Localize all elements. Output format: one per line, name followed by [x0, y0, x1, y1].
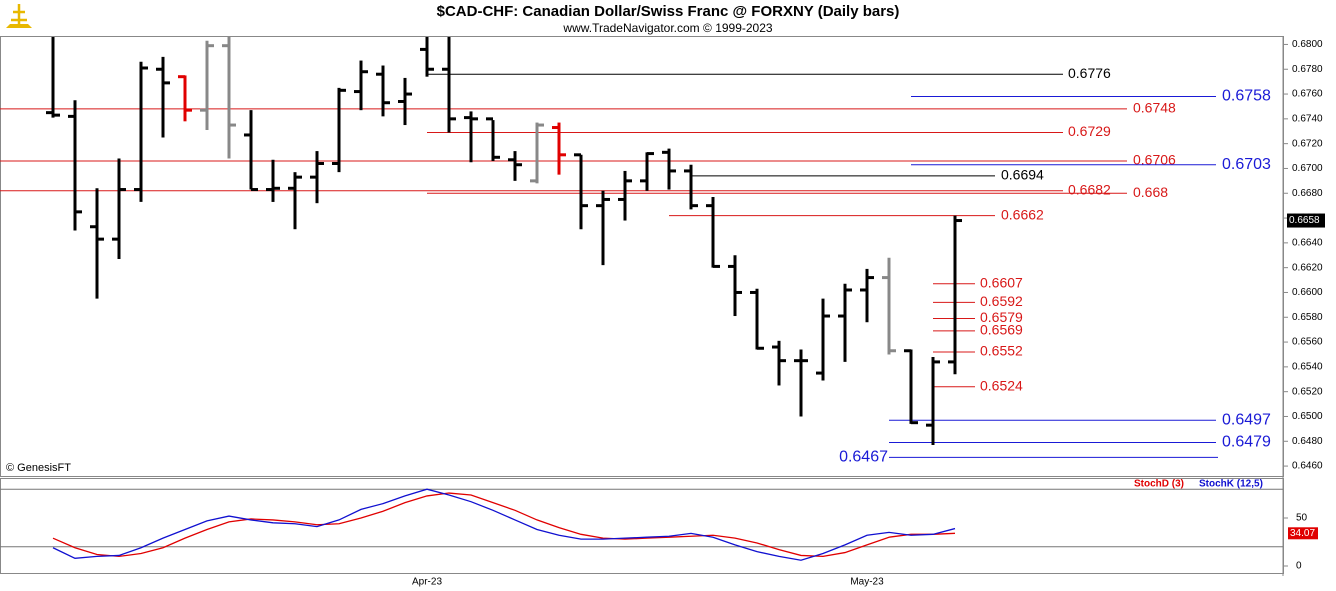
y-tick-label: 0.6740 [1292, 113, 1323, 124]
price-bar [266, 159, 280, 202]
price-bar [706, 196, 720, 268]
legend-entry: StochD (3) [1134, 479, 1184, 490]
y-tick-label: 0.6720 [1292, 138, 1323, 149]
y-tick-label: 0.6580 [1292, 312, 1323, 323]
y-tick-label: 0.6640 [1292, 237, 1323, 248]
level-label: 0.6682 [1068, 181, 1111, 197]
price-bar [574, 153, 588, 230]
price-bar [530, 122, 544, 184]
y-tick-label: 0.6600 [1292, 287, 1323, 298]
y-tick-label: 0.6560 [1292, 337, 1323, 348]
y-tick-label: 0.6500 [1292, 411, 1323, 422]
price-bar [156, 56, 170, 138]
y-tick-label: 0.6480 [1292, 436, 1323, 447]
level-label: 0.6776 [1068, 65, 1111, 81]
price-bar [882, 257, 896, 355]
y-tick-label: 0.6620 [1292, 262, 1323, 273]
stoch-line [52, 488, 956, 561]
price-bar [618, 170, 632, 221]
price-bar [838, 283, 852, 362]
price-bar [486, 117, 500, 162]
value-tag [1288, 527, 1318, 540]
level-label: 0.6607 [980, 274, 1023, 290]
logo [6, 4, 32, 28]
y-tick-label: 0.6760 [1292, 89, 1323, 100]
price-bar [640, 152, 654, 191]
price-bar [310, 151, 324, 204]
y-tick-label: 0.6540 [1292, 362, 1323, 373]
price-bar [442, 37, 456, 133]
price-bar [794, 349, 808, 417]
header [0, 0, 1336, 36]
level-label: 0.6579 [980, 309, 1023, 325]
x-tick-label: May-23 [850, 577, 884, 588]
price-bar [860, 268, 874, 323]
level-label: 0.6479 [1222, 434, 1271, 451]
price-bar [288, 172, 302, 230]
level-label: 0.6662 [1001, 206, 1044, 222]
price-bar [508, 151, 522, 181]
level-label: 0.6703 [1222, 156, 1271, 173]
price-bar [354, 60, 368, 111]
price-bar [728, 255, 742, 317]
price-bar [244, 110, 258, 192]
price-bar [904, 349, 918, 425]
level-label: 0.6569 [980, 322, 1023, 338]
price-bar [772, 340, 786, 386]
price-bar [68, 100, 82, 231]
legend-entry: StochK (12,5) [1199, 479, 1263, 490]
level-label: 0.6592 [980, 293, 1023, 309]
value-tag-label: 34.07 [1290, 528, 1315, 539]
y-tick-label: 0 [1296, 561, 1302, 572]
level-label: 0.6497 [1222, 411, 1271, 428]
price-bar [420, 37, 434, 77]
level-label: 0.6524 [980, 377, 1023, 393]
price-tag-label: 0.6658 [1289, 215, 1320, 226]
level-label: 0.6706 [1133, 152, 1176, 168]
price-bar [926, 356, 940, 445]
price-bar [750, 288, 764, 350]
price-bar [112, 158, 126, 259]
credit: © GenesisFT [6, 462, 71, 474]
price-bar [376, 65, 390, 117]
price-bar [332, 87, 346, 173]
price-bar [46, 37, 60, 118]
level-label: 0.668 [1133, 184, 1168, 200]
y-tick-label: 0.6460 [1292, 461, 1323, 472]
price-bar [398, 77, 412, 126]
price-bar [816, 298, 830, 381]
price-bar [464, 111, 478, 163]
price-bar [222, 37, 236, 159]
y-tick-label: 0.6700 [1292, 163, 1323, 174]
level-label: 0.6748 [1133, 100, 1176, 116]
y-tick-label: 0.6680 [1292, 188, 1323, 199]
price-bar [178, 75, 192, 122]
price-bar [948, 215, 962, 375]
price-bar [134, 61, 148, 202]
level-label: 0.6694 [1001, 167, 1044, 183]
price-bar [552, 122, 566, 175]
level-label: 0.6467 [839, 449, 888, 466]
chart-subtitle: www.TradeNavigator.com © 1999-2023 [562, 21, 772, 35]
price-bar [684, 164, 698, 210]
x-tick-label: Apr-23 [412, 577, 442, 588]
y-tick-label: 0.6780 [1292, 64, 1323, 75]
level-label: 0.6552 [980, 343, 1023, 359]
price-bar [200, 40, 214, 131]
chart-title: $CAD-CHF: Canadian Dollar/Swiss Franc @ … [437, 3, 900, 20]
level-label: 0.6729 [1068, 123, 1111, 139]
y-tick-label: 0.6520 [1292, 386, 1323, 397]
price-bar [596, 190, 610, 266]
price-bar [90, 188, 104, 299]
price-tag [1287, 213, 1325, 228]
y-tick-label: 0.6800 [1292, 39, 1323, 50]
level-label: 0.6758 [1222, 88, 1271, 105]
stoch-line [52, 492, 956, 558]
price-bar [662, 148, 676, 190]
y-tick-label: 50 [1296, 513, 1308, 524]
